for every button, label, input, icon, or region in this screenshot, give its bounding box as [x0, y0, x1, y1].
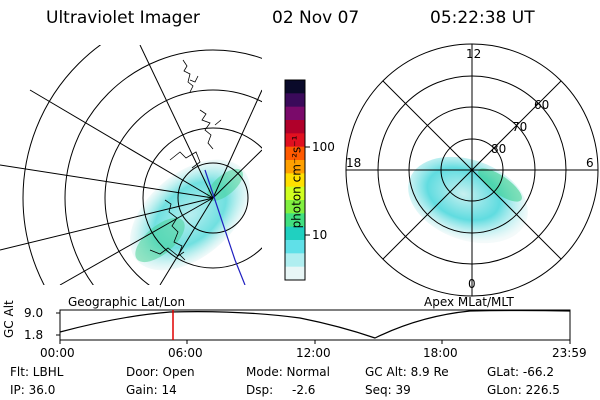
colorbar-segment — [285, 240, 305, 254]
apex-caption: Apex MLat/MLT — [424, 295, 514, 309]
geographic-map — [0, 45, 262, 285]
timeline-ytick-1-8: 1.8 — [24, 328, 44, 342]
timeline-axis-label: GC Alt — [2, 300, 16, 338]
altitude-curve — [59, 309, 571, 339]
timeline-xtick-0000: 00:00 — [40, 346, 75, 360]
app-title: Ultraviolet Imager — [46, 8, 200, 28]
time-label: 05:22:38 UT — [430, 8, 535, 28]
colorbar-tick-100: 100 — [312, 140, 335, 154]
colorbar-segment — [285, 173, 305, 188]
info-seq: Seq: 39 — [365, 383, 411, 397]
timeline-xtick-1200: 12:00 — [296, 346, 331, 360]
timeline-ytick-9: 9.0 — [24, 306, 44, 320]
colorbar-tick-10: 10 — [312, 228, 328, 242]
colorbar-segment — [285, 106, 305, 121]
mlt-label-6: 6 — [586, 156, 594, 170]
lat-label-60: 60 — [534, 98, 550, 112]
lat-label-80: 80 — [491, 142, 507, 156]
mlt-label-0: 0 — [468, 277, 476, 291]
timeline-xtick-1800: 18:00 — [423, 346, 458, 360]
colorbar-segment — [285, 120, 305, 134]
info-dsp-label: Dsp: — [246, 383, 274, 397]
info-filter: Flt: LBHL — [10, 365, 64, 379]
apex-map — [345, 43, 599, 297]
info-gc-alt: GC Alt: 8.9 Re — [365, 365, 449, 379]
colorbar-segment — [285, 200, 305, 214]
lat-label-70: 70 — [512, 120, 528, 134]
geographic-caption: Geographic Lat/Lon — [68, 295, 186, 309]
aurora-oval-geographic — [129, 159, 251, 271]
info-glon: GLon: 226.5 — [487, 383, 560, 397]
colorbar-segment — [285, 133, 305, 148]
colorbar-segment — [285, 266, 305, 281]
timeline-xtick-2359: 23:59 — [552, 346, 587, 360]
date-label: 02 Nov 07 — [272, 8, 360, 28]
mlt-label-18: 18 — [346, 156, 362, 170]
mlt-label-12: 12 — [466, 47, 482, 61]
colorbar-unit-label: photon cm⁻²s⁻¹ — [289, 135, 304, 229]
colorbar-segment — [285, 160, 305, 174]
colorbar-segment — [285, 186, 305, 201]
colorbar-segment — [285, 226, 305, 241]
colorbar-segment — [285, 93, 305, 108]
timeline-xtick-0600: 06:00 — [168, 346, 203, 360]
colorbar-segment — [285, 213, 305, 228]
info-door: Door: Open — [126, 365, 195, 379]
colorbar-segment — [285, 80, 305, 94]
colorbar-segment — [285, 146, 305, 161]
altitude-timeline — [56, 309, 571, 344]
info-gain: Gain: 14 — [126, 383, 177, 397]
info-dsp-value: -2.6 — [292, 383, 316, 397]
colorbar-segment — [285, 253, 305, 268]
info-ip: IP: 36.0 — [10, 383, 56, 397]
info-mode: Mode: Normal — [246, 365, 330, 379]
colorbar — [285, 80, 305, 281]
info-glat: GLat: -66.2 — [487, 365, 554, 379]
